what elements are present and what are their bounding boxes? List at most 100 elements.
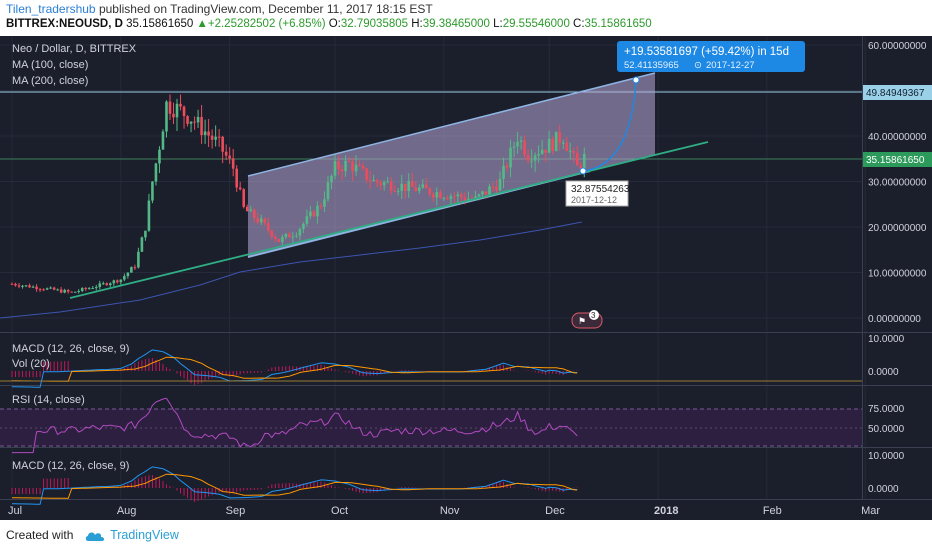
price-tick-label: 10.00000000: [868, 269, 927, 280]
time-tick-label: Nov: [440, 505, 460, 517]
macd1-legend[interactable]: MACD (12, 26, close, 9): [12, 343, 129, 355]
candle-body: [242, 189, 246, 207]
candle-body: [130, 267, 133, 273]
channel-area[interactable]: [248, 73, 655, 257]
rsi-legend[interactable]: RSI (14, close): [12, 394, 85, 406]
ascending-trendline[interactable]: [69, 141, 709, 299]
candle-body: [112, 280, 116, 284]
point-value-text: 32.87554263: [571, 184, 630, 195]
time-tick-label: Sep: [226, 505, 246, 517]
candle-body: [140, 237, 144, 252]
candle-body: [477, 194, 481, 197]
macd1-tick-high: 10.0000: [868, 334, 905, 345]
economic-events-badge[interactable]: ⚑ 3: [571, 310, 603, 329]
candle-body: [439, 192, 442, 199]
chart-svg[interactable]: +19.53581697 (+59.42%) in 15d 52.4113596…: [0, 36, 932, 520]
point-label[interactable]: 32.87554263 2017-12-12: [565, 180, 630, 207]
legend-ma100[interactable]: MA (100, close): [12, 59, 88, 71]
vol-legend[interactable]: Vol (20): [12, 358, 50, 370]
candle-body: [302, 223, 305, 230]
legend-main[interactable]: Neo / Dollar, D, BITTREX: [12, 43, 137, 55]
candle-body: [28, 285, 31, 288]
last-price: 35.15861650: [126, 18, 194, 30]
projection-start-point[interactable]: [579, 167, 587, 175]
candle-body: [109, 283, 112, 286]
macd1-tick-zero: 0.0000: [868, 367, 899, 378]
candle-body: [203, 131, 207, 136]
price-tick-label: 60.00000000: [868, 41, 927, 52]
projection-label[interactable]: +19.53581697 (+59.42%) in 15d 52.4113596…: [617, 41, 805, 72]
macd2-signal-line: [11, 473, 578, 499]
candle-body: [400, 183, 404, 191]
candle-body: [31, 286, 35, 288]
time-tick-label: Feb: [763, 505, 782, 517]
price-axis[interactable]: 60.0000000050.0000000040.0000000030.0000…: [868, 41, 927, 325]
candle-body: [316, 205, 319, 217]
candle-body: [207, 131, 210, 136]
candle-body: [421, 184, 425, 188]
candle-body: [137, 251, 140, 268]
chart-area[interactable]: +19.53581697 (+59.42%) in 15d 52.4113596…: [0, 36, 932, 520]
time-axis[interactable]: Jul Aug Sep Oct Nov Dec 2018 Feb Mar: [8, 505, 880, 517]
author-link[interactable]: Tilen_tradershub: [6, 2, 96, 16]
candle-body: [144, 230, 147, 238]
candle-body: [582, 153, 586, 169]
candle-body: [509, 147, 512, 168]
rsi-tick-mid: 50.0000: [868, 424, 905, 435]
candle-body: [35, 286, 38, 290]
candle-body: [116, 280, 119, 283]
tradingview-logo-text[interactable]: TradingView: [110, 528, 179, 542]
candle-body: [561, 142, 565, 144]
candle-body: [379, 182, 382, 186]
candle-body: [512, 146, 516, 148]
macd-pane[interactable]: MACD (12, 26, close, 9) Vol (20) 10.0000…: [0, 334, 905, 388]
candle-body: [217, 136, 221, 138]
candle-body: [10, 283, 14, 285]
candle-body: [368, 179, 372, 181]
candle-body: [417, 187, 421, 192]
candle-body: [49, 287, 52, 289]
price-tick-label: 0.00000000: [868, 314, 921, 325]
candle-body: [326, 182, 330, 200]
candle-body: [186, 116, 189, 124]
macd2-legend[interactable]: MACD (12, 26, close, 9): [12, 460, 129, 472]
macd2-pane[interactable]: MACD (12, 26, close, 9) 10.0000 0.0000: [11, 451, 905, 505]
candle-body: [488, 186, 491, 195]
candle-body: [547, 138, 551, 153]
legend-ma200[interactable]: MA (200, close): [12, 75, 88, 87]
candle-body: [453, 196, 456, 198]
symbol-label: BITTREX:NEOUSD, D: [6, 18, 123, 30]
macd2-tick-zero: 0.0000: [868, 484, 899, 495]
candle-body: [165, 101, 168, 132]
publication-line: Tilen_tradershub published on TradingVie…: [6, 2, 433, 16]
candle-body: [151, 181, 154, 201]
candle-body: [256, 218, 260, 223]
rsi-pane[interactable]: RSI (14, close) 75.0000 50.0000: [0, 394, 905, 454]
created-with: Created with TradingView: [6, 528, 179, 542]
projection-curve[interactable]: [582, 79, 637, 172]
candle-body: [288, 233, 291, 238]
candle-body: [172, 113, 175, 118]
candle-body: [502, 165, 505, 179]
candle-body: [235, 168, 238, 188]
candle-body: [80, 288, 84, 292]
macd-line: [11, 349, 578, 388]
resistance-value: 49.84949367: [866, 88, 925, 99]
candle-body: [568, 150, 572, 152]
pane-separators: [0, 36, 932, 500]
price-tick-label: 20.00000000: [868, 223, 927, 234]
candle-body: [168, 101, 172, 114]
close-value: 35.15861650: [584, 18, 652, 30]
candle-body: [42, 289, 45, 291]
candle-body: [309, 211, 312, 217]
projection-end-point[interactable]: [632, 76, 640, 84]
candle-body: [442, 198, 446, 200]
candle-body: [238, 187, 242, 190]
candle-body: [386, 181, 389, 183]
candle-body: [70, 291, 73, 293]
candle-body: [66, 290, 70, 292]
candle-body: [533, 155, 537, 161]
channel-upper-line[interactable]: [247, 72, 656, 177]
candle-body: [393, 190, 396, 192]
candle-body: [414, 187, 418, 192]
